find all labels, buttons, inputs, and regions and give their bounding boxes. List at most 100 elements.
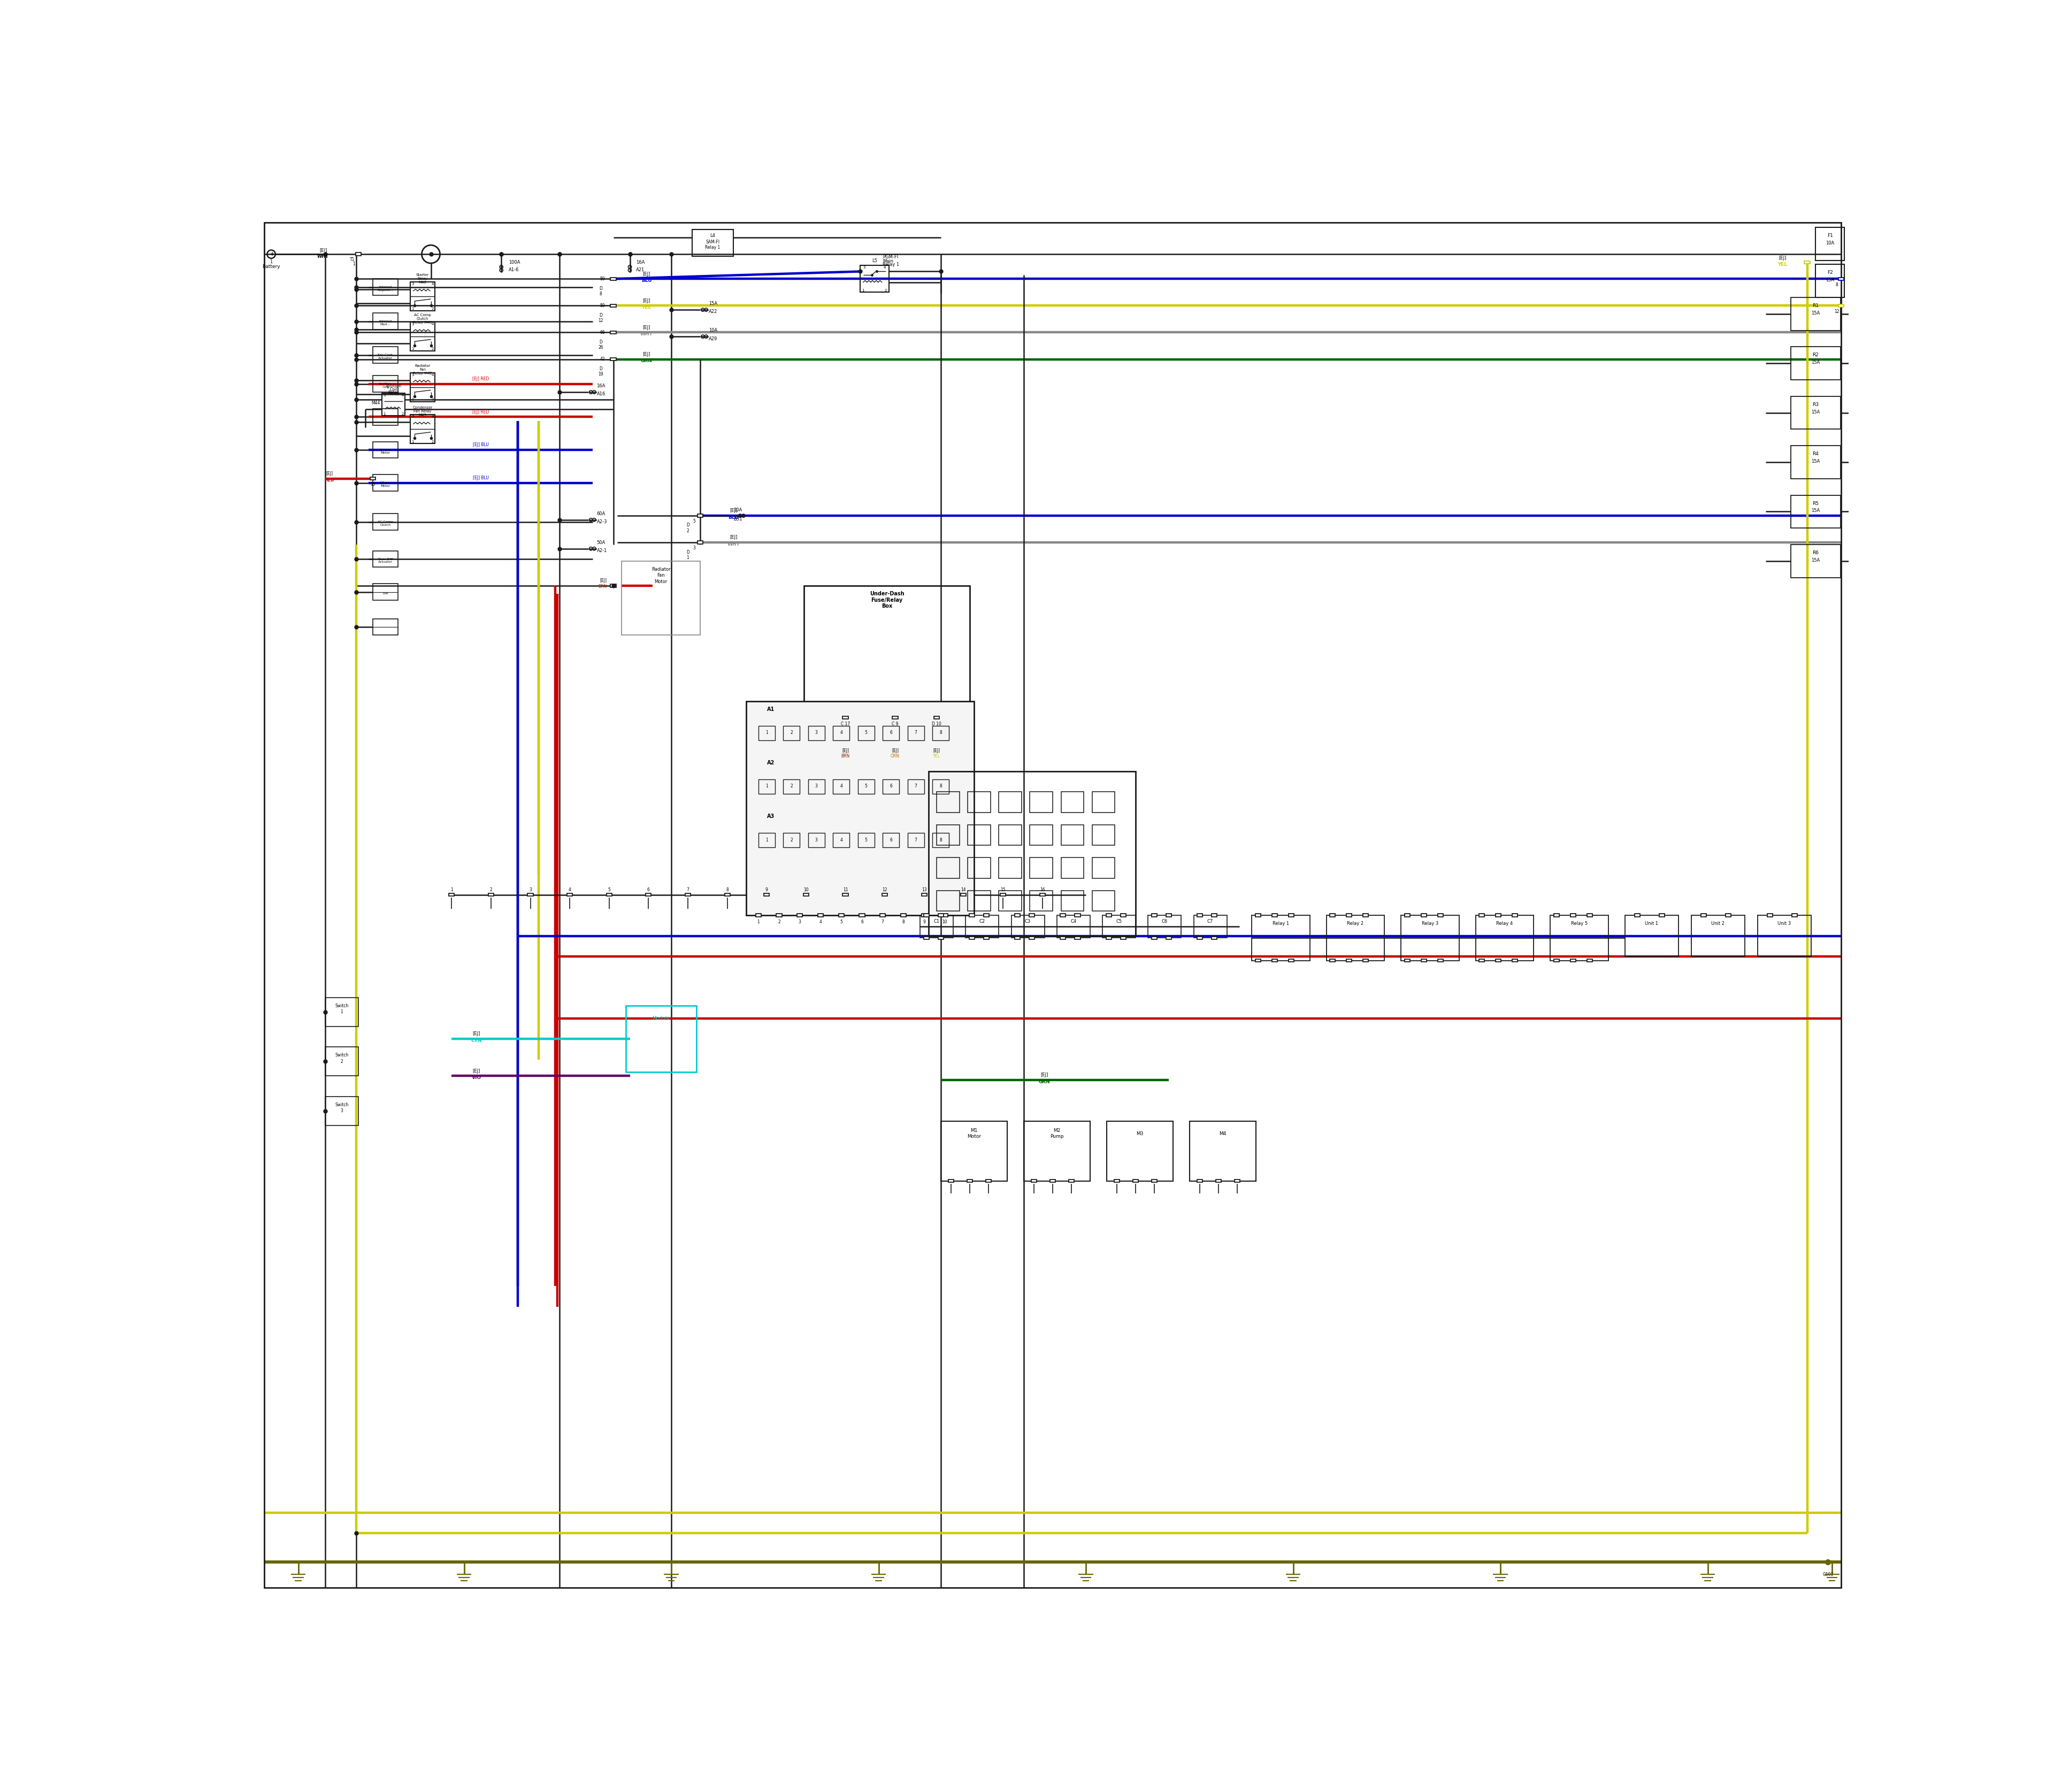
Bar — [1475, 916, 1534, 961]
Text: Radiator
Fan
Relay M42: Radiator Fan Relay M42 — [413, 364, 431, 375]
Bar — [834, 726, 850, 740]
Text: 1: 1 — [758, 919, 760, 925]
Text: LIN: LIN — [382, 591, 388, 595]
Text: [EJ]: [EJ] — [472, 1068, 481, 1073]
Bar — [1050, 1179, 1056, 1183]
Bar — [922, 892, 926, 896]
Text: Relay 1: Relay 1 — [883, 262, 900, 267]
Text: [EJ]: [EJ] — [729, 536, 737, 539]
Bar — [1329, 959, 1335, 962]
Text: BRN: BRN — [840, 753, 850, 758]
Text: C3: C3 — [1025, 919, 1031, 925]
Text: Fan Cont
Actuator: Fan Cont Actuator — [378, 353, 392, 360]
Bar — [411, 323, 435, 351]
Text: 15A: 15A — [1812, 557, 1820, 563]
Text: M1
Motor: M1 Motor — [967, 1129, 982, 1138]
Text: A1-6: A1-6 — [509, 267, 520, 272]
Bar — [374, 475, 398, 491]
Bar — [1058, 916, 1091, 937]
Text: 7: 7 — [881, 919, 883, 925]
Bar — [842, 717, 848, 719]
Bar — [1495, 959, 1501, 962]
Text: 4: 4 — [883, 265, 885, 269]
Bar — [1816, 265, 1844, 297]
Text: Fuse/Relay: Fuse/Relay — [871, 597, 902, 602]
Text: 4: 4 — [840, 731, 842, 735]
Bar — [626, 1005, 696, 1072]
Bar — [1152, 1179, 1156, 1183]
Bar — [842, 892, 848, 896]
Bar — [1119, 914, 1126, 918]
Bar — [1588, 914, 1592, 918]
Bar — [1029, 914, 1035, 918]
Bar — [758, 780, 774, 794]
Bar — [1791, 495, 1840, 529]
Text: M2
Pump: M2 Pump — [1050, 1129, 1064, 1138]
Text: [EJ]: [EJ] — [472, 1032, 481, 1036]
Text: [EJ]: [EJ] — [729, 509, 737, 513]
Bar — [610, 358, 616, 360]
Text: 15A: 15A — [709, 301, 717, 306]
Bar — [374, 618, 398, 634]
Bar — [1062, 792, 1085, 812]
Bar — [1401, 916, 1458, 961]
Bar — [1327, 916, 1384, 961]
Text: 8: 8 — [902, 919, 904, 925]
Bar — [807, 833, 824, 848]
Bar — [984, 937, 990, 939]
Text: [EJ]: [EJ] — [891, 747, 900, 753]
Text: 6: 6 — [647, 887, 649, 892]
Bar — [1569, 959, 1575, 962]
Text: 4: 4 — [431, 323, 433, 326]
Bar — [924, 937, 928, 939]
Text: Under-Dash: Under-Dash — [869, 591, 904, 597]
Text: 4: 4 — [403, 394, 405, 396]
Text: SAM-FI: SAM-FI — [707, 240, 719, 244]
Text: 10: 10 — [803, 887, 809, 892]
Bar — [1093, 858, 1115, 878]
Bar — [489, 892, 493, 896]
Text: +: + — [269, 251, 275, 256]
Text: 6: 6 — [889, 837, 891, 842]
Bar — [1512, 959, 1518, 962]
Bar — [1060, 937, 1066, 939]
Text: 13: 13 — [922, 887, 926, 892]
Text: [EJ] BLU: [EJ] BLU — [472, 443, 489, 448]
Text: YEL: YEL — [641, 305, 651, 310]
Bar — [965, 916, 998, 937]
Bar — [935, 717, 939, 719]
Text: RED: RED — [325, 478, 335, 482]
Text: 7: 7 — [914, 837, 918, 842]
Text: B31: B31 — [733, 516, 741, 521]
Bar — [998, 824, 1021, 846]
Text: 3: 3 — [692, 547, 696, 550]
Bar — [967, 824, 990, 846]
Text: 59: 59 — [600, 276, 606, 281]
Text: D 10: D 10 — [933, 722, 941, 726]
Text: [EJ]: [EJ] — [600, 579, 608, 582]
Text: D
1: D 1 — [686, 550, 690, 561]
Text: 8: 8 — [1836, 283, 1838, 287]
Text: 3: 3 — [411, 323, 413, 326]
Bar — [1255, 959, 1261, 962]
Bar — [1701, 914, 1707, 918]
Text: Unit 3: Unit 3 — [1777, 921, 1791, 926]
Bar — [686, 892, 690, 896]
Text: 5: 5 — [865, 731, 867, 735]
Text: 5: 5 — [608, 887, 610, 892]
Text: 4: 4 — [840, 783, 842, 788]
Bar — [908, 780, 924, 794]
Bar — [1553, 914, 1559, 918]
Text: 2: 2 — [431, 398, 433, 401]
Text: T1: T1 — [349, 258, 355, 262]
Text: 15: 15 — [370, 482, 376, 487]
Bar — [967, 1179, 972, 1183]
Bar — [1438, 914, 1444, 918]
Text: Relay 5: Relay 5 — [1571, 921, 1588, 926]
Text: 15A: 15A — [1812, 459, 1820, 464]
Text: 59: 59 — [600, 303, 606, 308]
Bar — [374, 409, 398, 425]
Bar — [803, 586, 969, 717]
Bar — [1766, 914, 1773, 918]
Bar — [1288, 914, 1294, 918]
